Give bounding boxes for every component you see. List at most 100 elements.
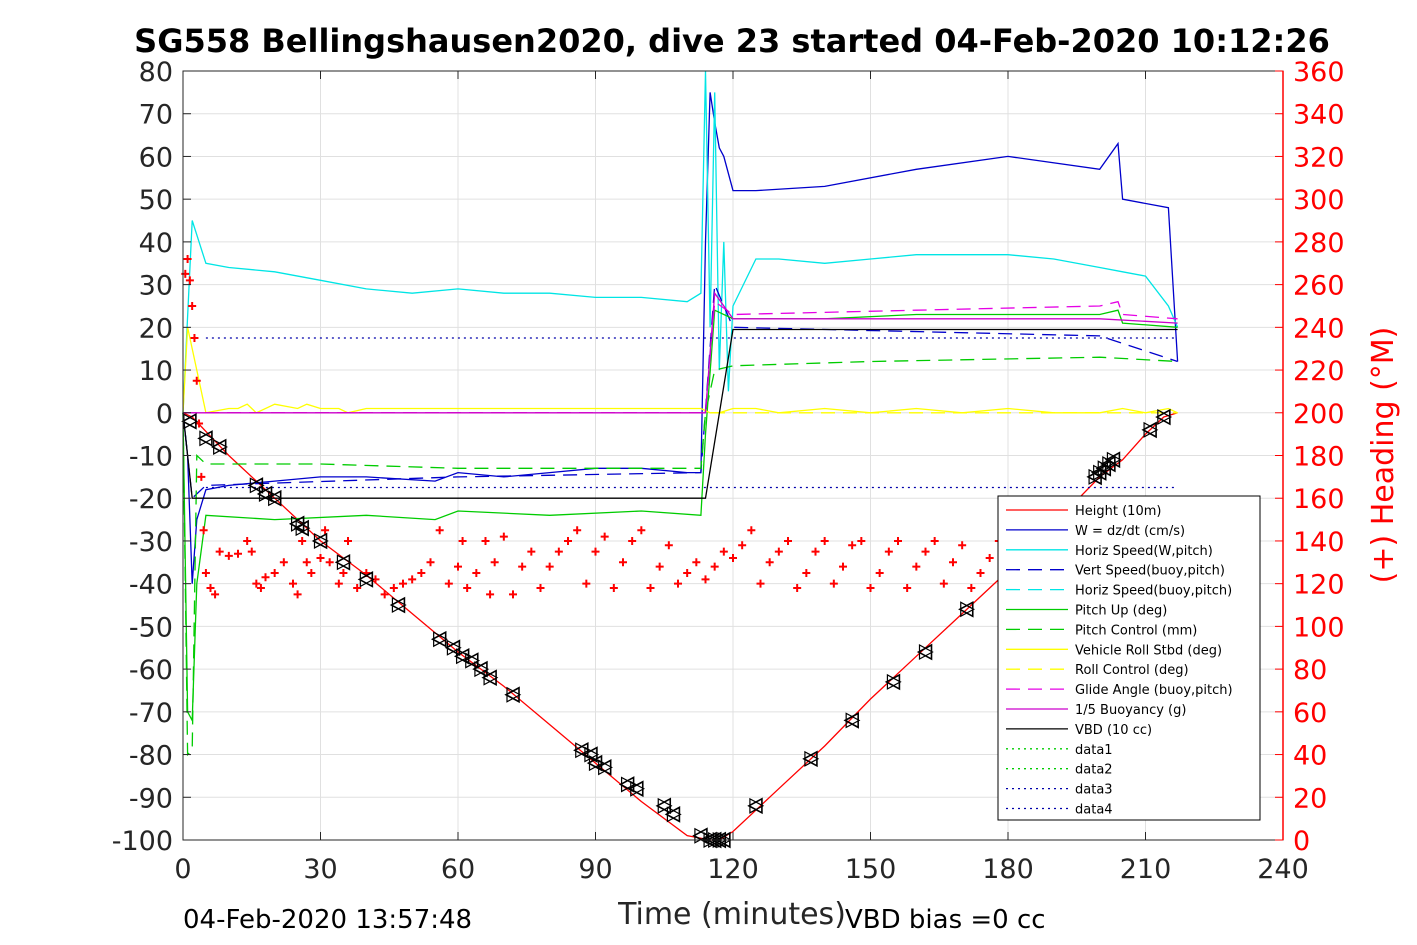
heading-point: [756, 579, 765, 588]
legend-label: Vert Speed(buoy,pitch): [1075, 564, 1225, 579]
triangle-marker-inner: [960, 601, 976, 618]
heading-point: [664, 541, 673, 550]
heading-point: [302, 558, 311, 567]
y-tick-label-right: 200: [1293, 399, 1345, 430]
legend-label: Roll Control (deg): [1075, 663, 1189, 678]
heading-point: [458, 536, 467, 545]
heading-point: [637, 526, 646, 535]
x-tick-label: 210: [1120, 854, 1172, 885]
triangle-marker-inner: [455, 648, 471, 665]
heading-point: [199, 526, 208, 535]
heading-point: [344, 536, 352, 545]
heading-point: [738, 541, 747, 550]
y-tick-label-right: 260: [1293, 271, 1345, 302]
depth-markers: [181, 408, 1173, 849]
heading-point: [463, 583, 472, 592]
heading-point: [399, 579, 407, 588]
triangle-marker-inner: [1106, 451, 1122, 468]
heading-point: [554, 547, 563, 556]
heading-point: [334, 579, 343, 588]
heading-point: [325, 558, 334, 567]
heading-point: [490, 558, 499, 567]
y-tick-label-right: 280: [1293, 228, 1345, 259]
heading-point: [481, 536, 490, 545]
y-tick-label-right: 220: [1293, 356, 1345, 387]
heading-point: [472, 568, 481, 577]
heading-point: [247, 547, 256, 556]
y-tick-label-right: 300: [1293, 185, 1345, 216]
x-tick-label: 240: [1257, 854, 1309, 885]
y-tick-label-left: 10: [139, 356, 173, 387]
heading-point: [609, 583, 618, 592]
legend-label: data3: [1075, 783, 1113, 798]
heading-point: [426, 558, 435, 567]
triangle-marker-inner: [249, 477, 265, 494]
heading-point: [591, 547, 600, 556]
x-tick-label: 120: [707, 854, 759, 885]
series-line-6: [182, 327, 1178, 414]
heading-point: [454, 562, 462, 571]
heading-point: [224, 551, 233, 560]
heading-point: [215, 547, 224, 556]
triangle-marker-inner: [918, 644, 934, 661]
triangle-marker-inner: [506, 686, 522, 703]
triangle-marker-inner: [483, 669, 499, 686]
heading-point: [958, 541, 967, 550]
heading-point: [339, 568, 348, 577]
heading-point: [646, 583, 655, 592]
heading-point: [729, 554, 737, 563]
heading-point: [316, 554, 325, 563]
triangle-marker-inner: [575, 742, 591, 759]
y-tick-label-right: 80: [1293, 655, 1327, 686]
heading-point: [190, 334, 199, 343]
heading-point: [774, 547, 783, 556]
x-tick-label: 60: [441, 854, 475, 885]
triangle-marker-inner: [199, 430, 215, 447]
legend-label: Glide Angle (buoy,pitch): [1075, 683, 1233, 698]
triangle-marker-inner: [258, 485, 274, 502]
triangle-marker-inner: [336, 554, 352, 571]
heading-point: [192, 376, 201, 385]
heading-point: [802, 568, 811, 577]
series-line-5: [182, 356, 1178, 757]
heading-point: [518, 562, 527, 571]
legend-label: VBD (10 cc): [1075, 723, 1152, 738]
heading-point: [256, 583, 265, 592]
heading-point: [701, 575, 710, 584]
heading-point: [188, 301, 197, 310]
heading-point: [298, 536, 307, 545]
y-tick-label-left: -30: [129, 527, 173, 558]
heading-point: [655, 562, 664, 571]
y-tick-label-left: 60: [139, 142, 173, 173]
y-tick-label-right: 340: [1293, 100, 1345, 131]
y-tick-label-right: 20: [1293, 783, 1327, 814]
legend: Height (10m) W = dz/dt (cm/s) Horiz Speed(…: [997, 495, 1261, 821]
right-axis-label: (+) Heading (°M): [1366, 327, 1401, 584]
heading-point: [820, 536, 829, 545]
heading-point: [839, 562, 847, 571]
heading-point: [976, 568, 985, 577]
series-line-10: [182, 328, 1178, 499]
heading-point: [866, 583, 875, 592]
heading-point: [619, 558, 627, 567]
axes-ticks: 0 30 60 90 120 150 180 210 24080706050403020100-…: [112, 57, 1345, 885]
triangle-marker-inner: [588, 755, 604, 772]
heading-point: [719, 547, 728, 556]
heading-point: [829, 579, 838, 588]
heading-point: [307, 568, 316, 577]
triangle-marker-inner: [465, 652, 481, 669]
legend-label: 1/5 Buoyancy (g): [1075, 703, 1186, 718]
heading-point: [279, 558, 288, 567]
heading-point: [321, 526, 330, 535]
y-tick-label-right: 40: [1293, 741, 1327, 772]
heading-point: [380, 590, 389, 599]
heading-point: [784, 536, 792, 545]
y-tick-label-left: 50: [139, 185, 173, 216]
triangle-marker-inner: [694, 827, 710, 844]
y-tick-label-left: -90: [129, 783, 173, 814]
legend-label: Horiz Speed(buoy,pitch): [1075, 584, 1232, 599]
y-tick-label-left: 20: [139, 313, 173, 344]
series-line-9: [183, 291, 1178, 414]
x-tick-label: 0: [174, 854, 191, 885]
